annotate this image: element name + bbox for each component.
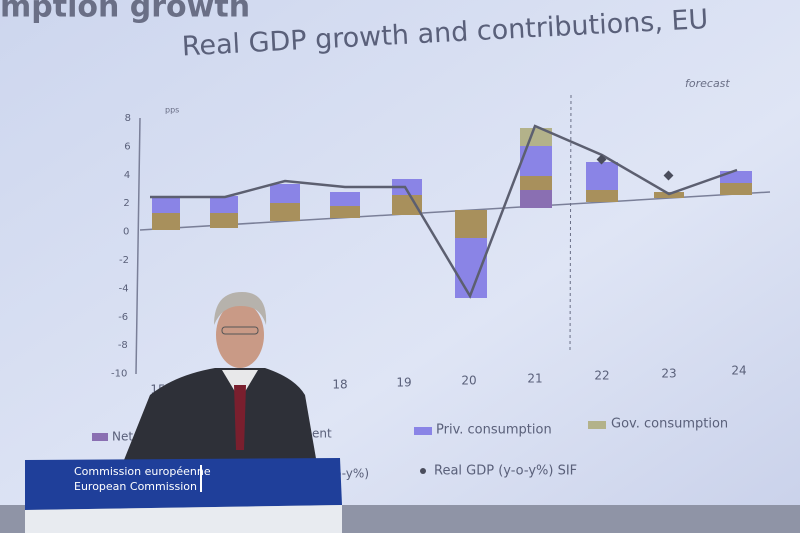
bar-segment bbox=[392, 179, 422, 195]
x-axis-label: 22 bbox=[594, 369, 609, 383]
bar-segment bbox=[270, 203, 300, 221]
legend-swatch bbox=[414, 427, 432, 435]
y-axis-label: -10 bbox=[111, 369, 127, 380]
bar-segment bbox=[152, 196, 180, 213]
y-axis-label: 4 bbox=[124, 170, 130, 181]
forecast-label: forecast bbox=[685, 77, 730, 90]
podium: Commission européenne European Commissio… bbox=[25, 458, 342, 533]
bar-segment bbox=[210, 196, 238, 213]
legend-swatch bbox=[588, 421, 606, 429]
x-axis-label: 19 bbox=[396, 376, 411, 390]
heading-fragment: mption growth bbox=[0, 0, 250, 25]
legend-marker bbox=[420, 468, 426, 474]
bar-segment bbox=[152, 213, 180, 230]
legend-entry: Gov. consumption bbox=[611, 417, 728, 432]
tie bbox=[234, 385, 246, 450]
y-axis-label: -4 bbox=[119, 283, 129, 294]
gdp-line bbox=[150, 124, 738, 299]
x-axis-label: 18 bbox=[332, 378, 347, 392]
podium-line2: European Commission bbox=[74, 480, 197, 493]
sif-marker bbox=[596, 154, 607, 165]
legend-entry: Priv. consumption bbox=[436, 423, 552, 438]
bar-segment bbox=[392, 195, 422, 215]
y-axis-label: -8 bbox=[118, 340, 128, 351]
podium-panel bbox=[25, 458, 342, 510]
y-axis-label: 8 bbox=[125, 113, 131, 124]
legend-entry: Real GDP (y-o-y%) SIF bbox=[434, 464, 577, 479]
x-axis-labels: 1518192021222324 bbox=[150, 364, 746, 397]
x-axis-label: 21 bbox=[527, 372, 542, 386]
speaker bbox=[120, 292, 318, 470]
y-axis-label: -6 bbox=[118, 312, 128, 323]
glasses bbox=[221, 326, 259, 335]
forecast-divider bbox=[569, 94, 572, 353]
bar-segment bbox=[210, 213, 238, 228]
y-axis-label: 0 bbox=[123, 227, 129, 238]
bar-segment bbox=[586, 162, 618, 190]
y-axis-label: -2 bbox=[119, 255, 129, 266]
podium-line1: Commission européenne bbox=[74, 465, 211, 478]
y-axis bbox=[135, 117, 141, 375]
y-axis-label: 6 bbox=[124, 141, 130, 152]
x-axis-label: 23 bbox=[661, 367, 676, 381]
face bbox=[216, 302, 264, 368]
suit bbox=[120, 368, 318, 470]
bar-segment bbox=[520, 176, 552, 190]
bar-segment bbox=[270, 184, 300, 203]
legend-swatch bbox=[92, 433, 108, 441]
podium-base bbox=[25, 505, 342, 533]
sif-marker bbox=[663, 170, 674, 181]
bar-segment bbox=[330, 206, 360, 218]
legend-entry: Net bbox=[112, 430, 133, 444]
legend-entry: ent bbox=[312, 427, 332, 441]
unit-label: pps bbox=[165, 106, 179, 115]
y-axis-label: 2 bbox=[123, 198, 129, 209]
y-axis-labels: 8 6 4 2 0 -2 -4 -6 -8 -10 bbox=[111, 113, 131, 380]
x-axis-label: 24 bbox=[731, 364, 746, 378]
x-axis-label: 20 bbox=[461, 374, 476, 388]
bar-segment bbox=[586, 190, 618, 202]
bar-segment bbox=[720, 183, 752, 195]
hair bbox=[214, 292, 267, 325]
bar-segment bbox=[520, 190, 552, 208]
bar-segment bbox=[455, 238, 487, 298]
bar-segment bbox=[455, 210, 487, 238]
bar-segment bbox=[720, 171, 752, 183]
bar-segment bbox=[330, 192, 360, 206]
